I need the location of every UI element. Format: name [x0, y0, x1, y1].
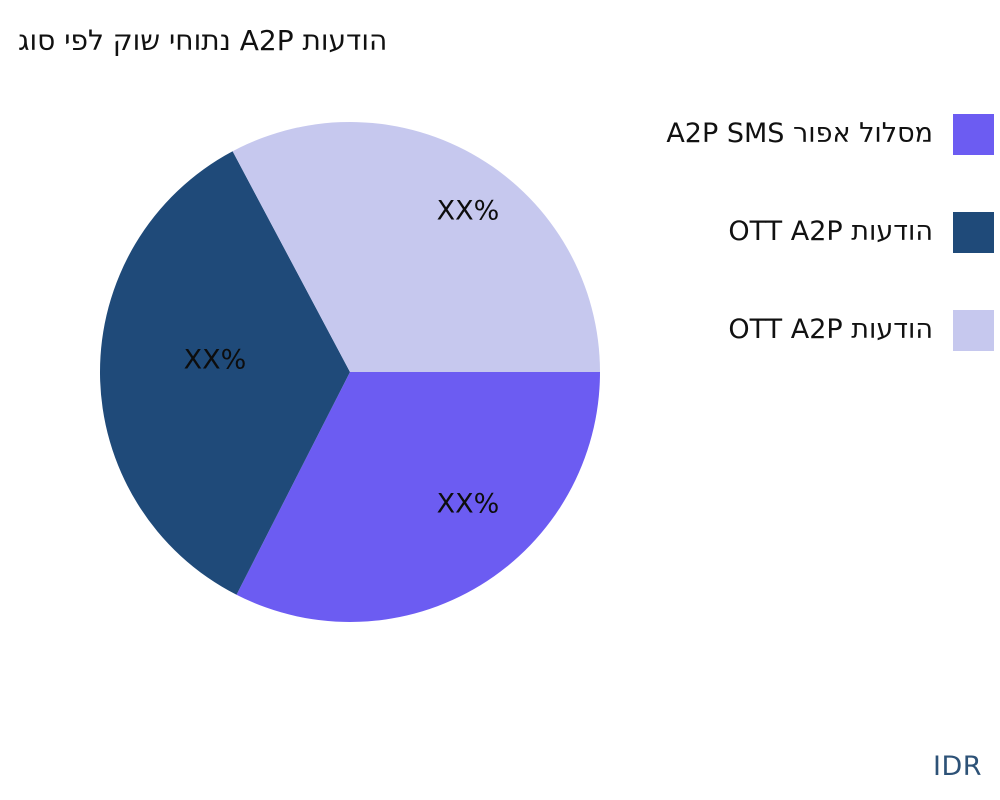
pie-slice-1[interactable]	[99, 151, 350, 595]
legend-item-0[interactable]: מסלול אפור A2P SMS	[616, 112, 994, 156]
legend-label-2: הודעות OTT A2P	[728, 314, 933, 346]
pie-slice-group	[99, 121, 601, 622]
legend-label-0: מסלול אפור A2P SMS	[666, 118, 933, 150]
pie-slice-0[interactable]	[236, 372, 601, 622]
legend-swatch-icon-0	[953, 113, 994, 155]
legend-item-1[interactable]: הודעות OTT A2P	[616, 210, 994, 254]
pie-slice-label-0: XX%	[437, 489, 500, 520]
watermark-idr: IDR	[932, 751, 982, 782]
pie-slice-label-1: XX%	[184, 345, 247, 376]
pie-plot-area: XX% XX% XX%	[99, 121, 601, 622]
legend-item-2[interactable]: הודעות OTT A2P	[616, 308, 994, 352]
chart-title: הודעות A2P נתוחי שוק לפי סוג	[18, 24, 388, 57]
legend-swatch-icon-2	[953, 309, 994, 351]
legend-swatch-icon-1	[953, 211, 994, 253]
pie-svg: XX% XX% XX%	[99, 121, 601, 622]
pie-slice-label-2: XX%	[437, 196, 500, 227]
chart-legend: מסלול אפור A2P SMS הודעות OTT A2P הודעות…	[616, 112, 994, 352]
pie-slice-2[interactable]	[232, 121, 600, 372]
legend-label-1: הודעות OTT A2P	[728, 216, 933, 248]
pie-label-group: XX% XX% XX%	[184, 196, 500, 520]
